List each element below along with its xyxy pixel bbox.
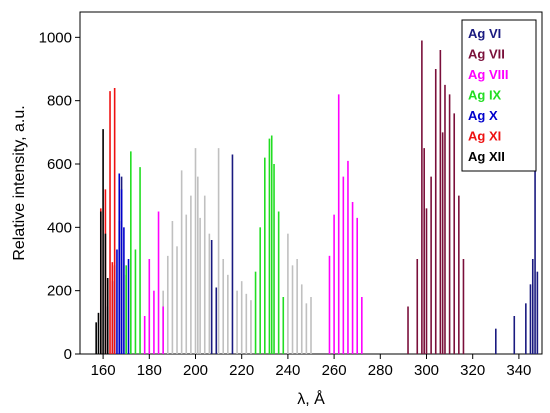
y-axis: 0 200 400 600 800 1000 xyxy=(39,29,80,363)
x-tick-label-3: 220 xyxy=(229,362,254,379)
x-tick-label-5: 260 xyxy=(322,362,347,379)
x-tick-label-2: 200 xyxy=(183,362,208,379)
x-axis-title: λ, Å xyxy=(297,389,325,408)
x-tick-label-6: 280 xyxy=(368,362,393,379)
x-tick-label-9: 340 xyxy=(506,362,531,379)
plot-area xyxy=(95,40,539,354)
legend-entry-ag-viii: Ag VIII xyxy=(468,67,508,82)
legend: Ag VI Ag VII Ag VIII Ag IX Ag X Ag XI Ag XII xyxy=(461,19,537,172)
y-tick-label-4: 800 xyxy=(47,93,72,110)
x-axis: 160 180 200 220 240 260 280 300 320 340 xyxy=(91,354,531,379)
legend-entry-ag-x: Ag X xyxy=(468,108,498,123)
x-tick-label-1: 180 xyxy=(137,362,162,379)
y-tick-label-2: 400 xyxy=(47,219,72,236)
x-tick-label-7: 300 xyxy=(414,362,439,379)
legend-entry-ag-vi: Ag VI xyxy=(468,26,501,41)
legend-entry-ag-xii: Ag XII xyxy=(468,149,505,164)
x-tick-label-0: 160 xyxy=(91,362,116,379)
x-tick-label-4: 240 xyxy=(275,362,300,379)
y-tick-label-1: 200 xyxy=(47,283,72,300)
x-tick-label-8: 320 xyxy=(460,362,485,379)
legend-entry-ag-xi: Ag XI xyxy=(468,129,501,144)
y-tick-label-0: 0 xyxy=(64,346,72,363)
y-tick-label-5: 1000 xyxy=(39,29,72,46)
legend-box xyxy=(461,19,537,172)
legend-entry-ag-vii: Ag VII xyxy=(468,47,505,62)
legend-entry-ag-ix: Ag IX xyxy=(468,88,502,103)
y-axis-title: Relative intensity, a.u. xyxy=(11,105,28,260)
y-tick-label-3: 600 xyxy=(47,156,72,173)
